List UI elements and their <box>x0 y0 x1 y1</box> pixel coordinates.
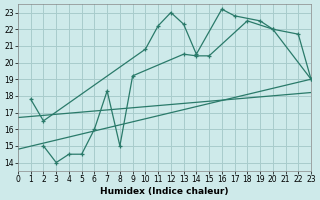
X-axis label: Humidex (Indice chaleur): Humidex (Indice chaleur) <box>100 187 229 196</box>
